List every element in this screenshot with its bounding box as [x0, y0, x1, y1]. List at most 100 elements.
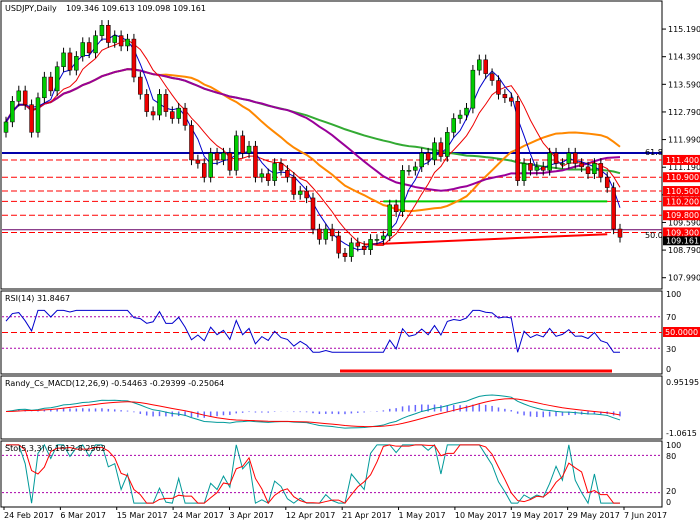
- macd-layer: [5, 394, 621, 429]
- candle-body: [406, 170, 412, 172]
- candle-body: [560, 163, 565, 165]
- candle-body: [438, 142, 444, 157]
- candle-body: [74, 56, 79, 71]
- candle-body: [278, 163, 284, 171]
- candle-body: [547, 152, 552, 171]
- sto-tick-100: 100: [666, 441, 681, 450]
- macd-signal-line: [5, 398, 621, 428]
- candle-body: [234, 135, 239, 171]
- symbol-title: USDJPY,Daily: [5, 4, 57, 13]
- sto-tick-80: 80: [666, 452, 676, 461]
- candle-body: [317, 228, 322, 240]
- ohlc-values: 109.346 109.613 109.098 109.161: [66, 4, 206, 13]
- candle-body: [304, 190, 309, 199]
- candle-body: [22, 90, 28, 105]
- candle-body: [400, 170, 405, 213]
- level-label-box: [663, 210, 700, 221]
- candle-body: [592, 163, 597, 175]
- candle-body: [534, 166, 540, 171]
- x-tick-label: 24 Mar 2017: [173, 511, 224, 520]
- sto-k-line: [6, 443, 620, 505]
- y-tick-label: 115.190: [668, 25, 700, 34]
- candle-body: [48, 76, 54, 92]
- candle-body: [144, 94, 149, 112]
- candle-body: [99, 25, 105, 36]
- candle-body: [150, 111, 156, 116]
- candle-body: [246, 145, 252, 154]
- sto-title: Sto(5,3,3) 6.1612 8.2562: [5, 444, 106, 453]
- rsi-line: [5, 309, 620, 353]
- candle-body: [10, 100, 15, 123]
- candle-body: [566, 152, 572, 164]
- level-label-box: [663, 227, 700, 238]
- candle-body: [189, 125, 194, 161]
- level-label: 111.400: [666, 156, 699, 165]
- candle-body: [598, 163, 604, 178]
- x-tick-label: 12 Apr 2017: [286, 511, 335, 520]
- level-label: 110.200: [666, 197, 699, 206]
- level-label: 109.300: [666, 228, 699, 237]
- candle-body: [483, 59, 488, 74]
- candle-body: [208, 152, 213, 178]
- candle-body: [342, 252, 348, 257]
- y-tick-label: 113.590: [668, 80, 700, 89]
- candle-body: [29, 104, 34, 133]
- sto-tick-20: 20: [666, 487, 676, 496]
- candle-body: [112, 35, 117, 43]
- candle-body: [368, 239, 373, 250]
- candle-body: [54, 66, 60, 92]
- rsi-title: RSI(14) 31.8467: [5, 294, 70, 303]
- x-tick-label: 19 May 2017: [511, 511, 563, 520]
- candle-body: [528, 163, 533, 171]
- rsi-panel-frame: [0, 290, 663, 375]
- candle-body: [579, 163, 584, 168]
- candle-body: [361, 246, 367, 250]
- y-tick-label: 107.990: [668, 274, 700, 283]
- y-tick-label: 112.790: [668, 108, 700, 117]
- level-label-box: [663, 154, 700, 165]
- candle-body: [502, 94, 508, 99]
- rsi-layer: [2, 309, 662, 373]
- candle-body: [176, 107, 181, 119]
- candle-body: [553, 152, 559, 164]
- candle-body: [259, 173, 265, 178]
- x-tick-label: 10 May 2017: [455, 511, 507, 520]
- fib-618-label: 61.8: [645, 148, 663, 157]
- y-tick-label: 114.390: [668, 53, 700, 62]
- ma-orange-line: [5, 68, 621, 213]
- candle-body: [157, 94, 162, 116]
- sto-d-line: [6, 444, 620, 505]
- current-price-box: [663, 236, 700, 246]
- rsi-tick-100: 100: [666, 290, 681, 299]
- candle-body: [163, 94, 169, 112]
- candle-body: [457, 114, 463, 119]
- candle-body: [489, 73, 495, 81]
- candle-body: [470, 69, 476, 109]
- candle-body: [240, 135, 245, 154]
- candle-body: [464, 107, 469, 116]
- candle-body: [349, 242, 354, 257]
- candle-body: [425, 152, 431, 161]
- x-tick-label: 15 Mar 2017: [117, 511, 168, 520]
- candle-body: [125, 38, 130, 47]
- macd-tick-high: 0.95195: [666, 378, 699, 387]
- level-label-box: [663, 196, 700, 207]
- candle-body: [604, 176, 610, 188]
- candle-body: [35, 97, 41, 133]
- rsi-50-label-box: [663, 327, 700, 337]
- trend-line-red: [364, 233, 608, 246]
- y-tick-label: 108.790: [668, 246, 700, 255]
- x-tick-label: 3 Apr 2017: [229, 511, 273, 520]
- fib-500-label: 50.0: [645, 231, 663, 240]
- candle-body: [106, 25, 111, 43]
- x-tick-label: 24 Feb 2017: [4, 511, 54, 520]
- candle-body: [297, 190, 303, 195]
- candle-body: [195, 159, 201, 164]
- candle-body: [477, 59, 482, 71]
- candle-body: [42, 76, 47, 99]
- sto-tick-0: 0: [666, 498, 671, 507]
- x-tick-label: 7 Jun 2017: [624, 511, 667, 520]
- candle-body: [265, 173, 271, 181]
- main-price-layer: [2, 20, 662, 262]
